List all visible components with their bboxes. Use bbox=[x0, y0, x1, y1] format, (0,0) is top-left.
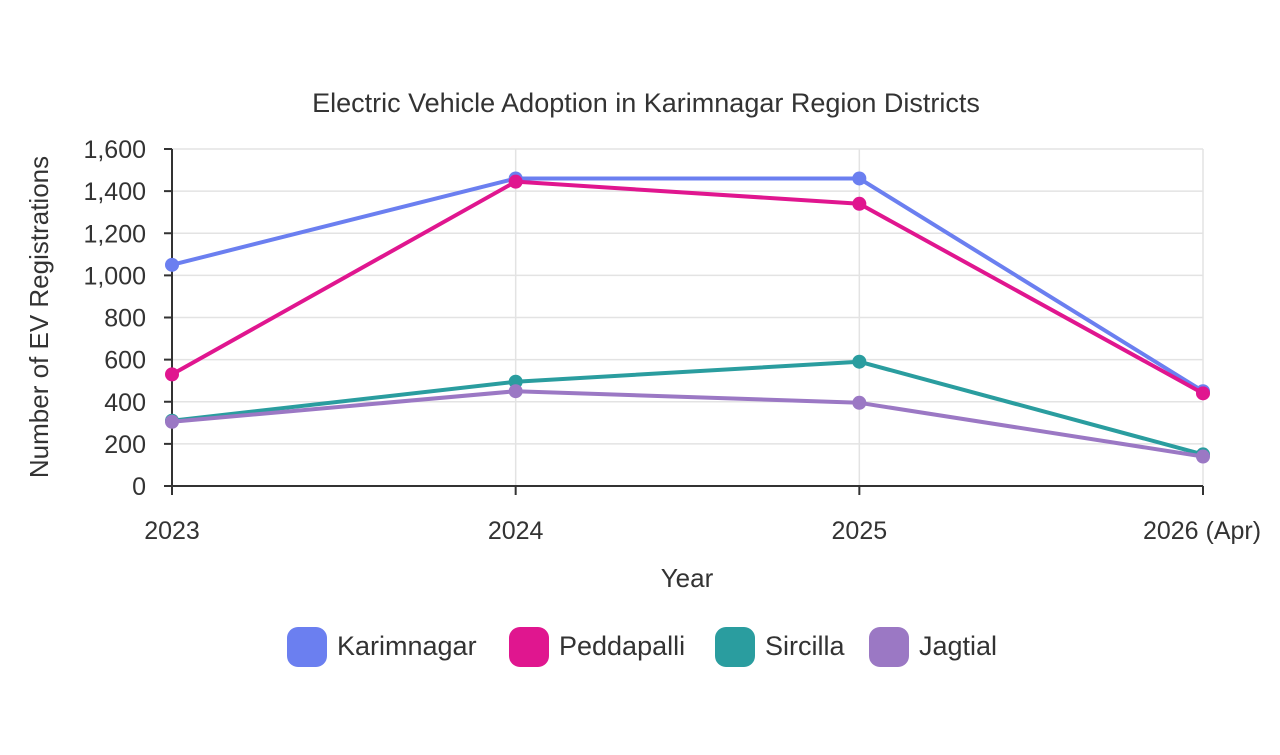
chart-title: Electric Vehicle Adoption in Karimnagar … bbox=[312, 88, 980, 118]
legend-item-peddapalli[interactable]: Peddapalli bbox=[509, 627, 685, 667]
y-tick-label: 1,200 bbox=[83, 220, 146, 248]
data-point-jagtial[interactable] bbox=[852, 395, 867, 410]
data-point-peddapalli[interactable] bbox=[1196, 386, 1210, 401]
grid bbox=[172, 148, 1204, 486]
legend-label: Sircilla bbox=[765, 631, 845, 661]
y-axis-title: Number of EV Registrations bbox=[24, 156, 54, 478]
data-point-peddapalli[interactable] bbox=[852, 196, 867, 211]
x-axis-ticks: 2023 2024 2025 2026 (Apr) bbox=[144, 486, 1261, 545]
series-line-karimnagar bbox=[170, 176, 1205, 394]
legend-item-karimnagar[interactable]: Karimnagar bbox=[287, 627, 477, 667]
series-peddapalli bbox=[165, 174, 1210, 401]
y-tick-label: 400 bbox=[104, 389, 146, 417]
y-axis-ticks: 0 200 400 600 800 1,000 1,200 1,400 1,600 bbox=[83, 136, 172, 501]
data-point-karimnagar[interactable] bbox=[852, 171, 867, 186]
series-karimnagar bbox=[165, 171, 1210, 399]
y-tick-label: 200 bbox=[104, 431, 146, 459]
x-tick-label: 2025 bbox=[832, 517, 888, 545]
data-point-peddapalli[interactable] bbox=[165, 367, 179, 382]
legend-label: Jagtial bbox=[919, 631, 997, 661]
legend-label: Karimnagar bbox=[337, 631, 477, 661]
data-point-jagtial[interactable] bbox=[1196, 449, 1210, 464]
legend-item-sircilla[interactable]: Sircilla bbox=[715, 627, 845, 667]
legend-swatch bbox=[287, 627, 327, 667]
y-tick-label: 1,600 bbox=[83, 136, 146, 164]
legend-item-jagtial[interactable]: Jagtial bbox=[869, 627, 997, 667]
legend-swatch bbox=[869, 627, 909, 667]
series-lines bbox=[165, 171, 1210, 464]
legend-swatch bbox=[509, 627, 549, 667]
series-line-sircilla bbox=[170, 359, 1205, 457]
series-line-peddapalli bbox=[170, 179, 1205, 396]
x-tick-label: 2026 (Apr) bbox=[1143, 517, 1261, 545]
data-point-jagtial[interactable] bbox=[508, 384, 523, 399]
y-tick-label: 1,400 bbox=[83, 178, 146, 206]
series-jagtial bbox=[165, 384, 1210, 464]
series-line-jagtial bbox=[170, 389, 1205, 459]
y-tick-label: 600 bbox=[104, 347, 146, 375]
data-point-sircilla[interactable] bbox=[852, 354, 867, 369]
y-tick-label: 0 bbox=[132, 473, 146, 501]
x-tick-label: 2023 bbox=[144, 517, 200, 545]
data-point-jagtial[interactable] bbox=[165, 414, 179, 429]
data-point-peddapalli[interactable] bbox=[508, 174, 523, 189]
x-axis-title: Year bbox=[661, 563, 714, 593]
x-tick-label: 2024 bbox=[488, 517, 544, 545]
y-tick-label: 1,000 bbox=[83, 262, 146, 290]
y-tick-label: 800 bbox=[104, 305, 146, 333]
legend-label: Peddapalli bbox=[559, 631, 685, 661]
legend-swatch bbox=[715, 627, 755, 667]
legend: Karimnagar Peddapalli Sircilla Jagtial bbox=[287, 627, 997, 667]
data-point-karimnagar[interactable] bbox=[165, 257, 179, 272]
